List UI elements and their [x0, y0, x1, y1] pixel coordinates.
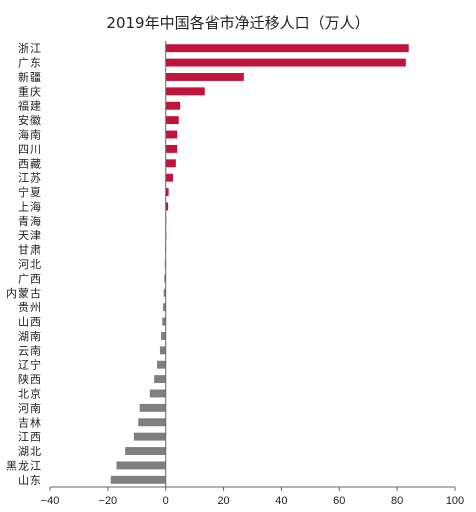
bar-5 — [165, 116, 179, 125]
bar-16 — [164, 274, 166, 283]
bar-19 — [162, 317, 166, 326]
chart-title: 2019年中国各省市净迁移人口（万人） — [106, 14, 369, 32]
category-label: 安徽 — [18, 113, 42, 127]
category-label: 陕西 — [18, 372, 42, 386]
bar-24 — [149, 389, 166, 398]
category-label: 上海 — [18, 199, 42, 213]
category-label: 天津 — [18, 229, 42, 242]
x-tick-label: 80 — [391, 495, 403, 507]
category-label: 青海 — [18, 214, 42, 228]
bar-23 — [154, 375, 166, 384]
bar-21 — [159, 346, 166, 355]
category-label: 甘肃 — [18, 244, 42, 257]
category-labels: 浙江广东新疆重庆福建安徽海南四川西藏江苏宁夏上海青海天津甘肃河北广西内蒙古贵州山… — [6, 42, 42, 487]
category-label: 江西 — [18, 431, 42, 444]
bar-17 — [163, 288, 166, 297]
x-tick-label: 40 — [275, 495, 287, 507]
category-label: 湖北 — [18, 445, 42, 458]
category-label: 北京 — [18, 386, 42, 400]
category-label: 福建 — [18, 99, 42, 113]
bar-28 — [125, 447, 166, 455]
x-tick-label: 20 — [217, 495, 229, 507]
bar-3 — [165, 87, 205, 96]
category-label: 新疆 — [18, 70, 42, 84]
category-label: 四川 — [18, 143, 42, 156]
x-tick-label: −20 — [99, 495, 118, 507]
bar-18 — [163, 303, 166, 312]
category-label: 湖南 — [18, 330, 42, 343]
bar-8 — [165, 159, 176, 168]
x-axis-ticks: −40 −20 0 20 40 60 80 100 — [41, 487, 464, 507]
category-label: 河南 — [18, 402, 42, 415]
category-label: 内蒙古 — [6, 286, 42, 300]
bar-26 — [138, 418, 166, 427]
category-label: 云南 — [18, 344, 42, 357]
bar-25 — [139, 403, 166, 412]
category-label: 山西 — [18, 316, 42, 329]
category-label: 重庆 — [18, 84, 42, 98]
x-tick-label: −40 — [41, 495, 60, 507]
bar-30 — [110, 475, 166, 484]
bar-9 — [165, 173, 173, 182]
bar-29 — [116, 461, 166, 470]
category-label: 广东 — [18, 57, 42, 70]
category-label: 宁夏 — [18, 185, 42, 199]
x-tick-label: 60 — [333, 495, 345, 507]
category-label: 浙江 — [18, 42, 42, 55]
category-label: 山东 — [18, 474, 42, 487]
bars-group — [110, 44, 409, 484]
bar-20 — [161, 331, 166, 340]
bar-1 — [165, 58, 406, 67]
category-label: 江苏 — [18, 172, 42, 185]
x-tick-label: 100 — [446, 495, 464, 507]
category-label: 辽宁 — [18, 358, 42, 372]
category-label: 广西 — [18, 272, 42, 285]
category-label: 黑龙江 — [6, 459, 42, 472]
category-label: 贵州 — [18, 301, 42, 314]
bar-2 — [165, 73, 244, 81]
bar-7 — [165, 144, 178, 153]
bar-0 — [165, 44, 409, 53]
bar-4 — [165, 101, 181, 110]
category-label: 吉林 — [18, 415, 42, 429]
bar-11 — [165, 202, 169, 211]
bar-27 — [133, 432, 166, 441]
bar-22 — [157, 360, 166, 369]
bar-10 — [165, 188, 169, 197]
category-label: 河北 — [18, 258, 42, 271]
category-label: 西藏 — [18, 157, 42, 170]
bar-6 — [165, 130, 178, 139]
x-tick-label: 0 — [163, 495, 169, 507]
category-label: 海南 — [18, 128, 42, 142]
